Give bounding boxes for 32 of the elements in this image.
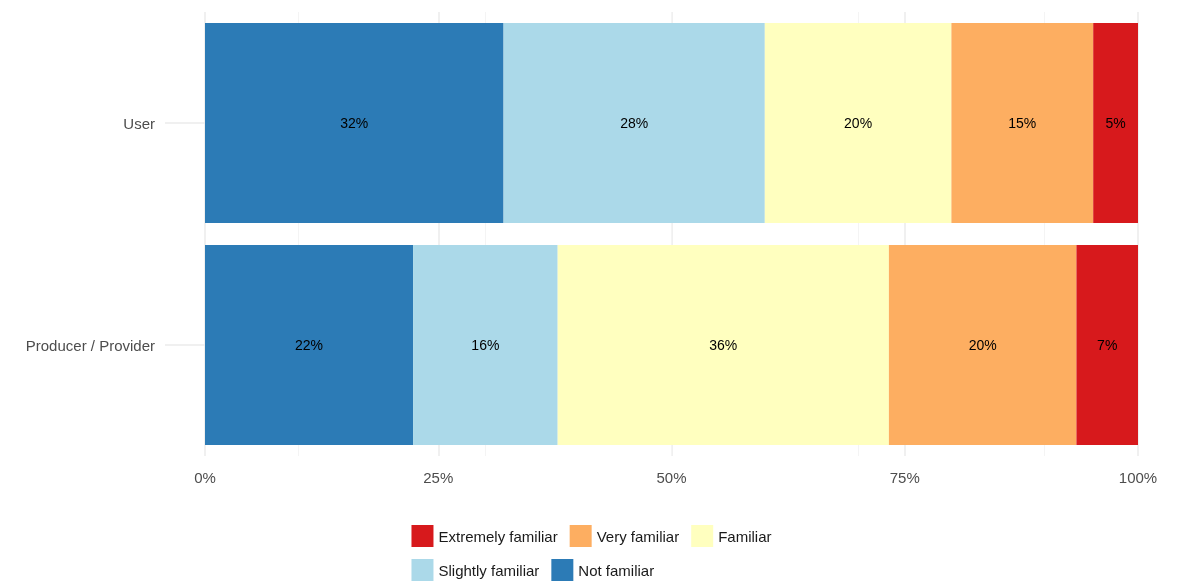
bar bbox=[888, 245, 1077, 445]
data-label: 32% bbox=[340, 115, 369, 131]
bar bbox=[1076, 245, 1138, 445]
bar bbox=[951, 23, 1094, 223]
data-label: 16% bbox=[471, 337, 500, 353]
x-tick-label: 25% bbox=[423, 469, 454, 486]
data-label: 5% bbox=[1105, 115, 1126, 131]
data-label: 20% bbox=[968, 337, 997, 353]
x-tick-label: 50% bbox=[656, 469, 687, 486]
legend-label: Slightly familiar bbox=[438, 561, 540, 579]
x-tick-label: 0% bbox=[194, 469, 216, 486]
legend-label: Extremely familiar bbox=[438, 527, 558, 545]
data-label: 36% bbox=[709, 337, 738, 353]
data-label: 22% bbox=[295, 337, 324, 353]
y-tick-label: User bbox=[123, 114, 155, 132]
data-label: 7% bbox=[1097, 337, 1118, 353]
bar bbox=[413, 245, 558, 445]
data-label: 15% bbox=[1008, 115, 1037, 131]
bar bbox=[205, 23, 504, 223]
legend-label: Not familiar bbox=[578, 561, 655, 579]
data-label: 28% bbox=[620, 115, 649, 131]
legend-label: Very familiar bbox=[596, 527, 680, 545]
bar bbox=[557, 245, 889, 445]
x-tick-label: 100% bbox=[1118, 469, 1158, 486]
y-tick-label: Producer / Provider bbox=[25, 336, 155, 354]
bar bbox=[1093, 23, 1138, 223]
bar bbox=[503, 23, 765, 223]
legend-label: Familiar bbox=[718, 527, 772, 545]
bar bbox=[205, 245, 414, 445]
data-label: 20% bbox=[844, 115, 873, 131]
x-tick-label: 75% bbox=[889, 469, 920, 486]
bar bbox=[764, 23, 952, 223]
